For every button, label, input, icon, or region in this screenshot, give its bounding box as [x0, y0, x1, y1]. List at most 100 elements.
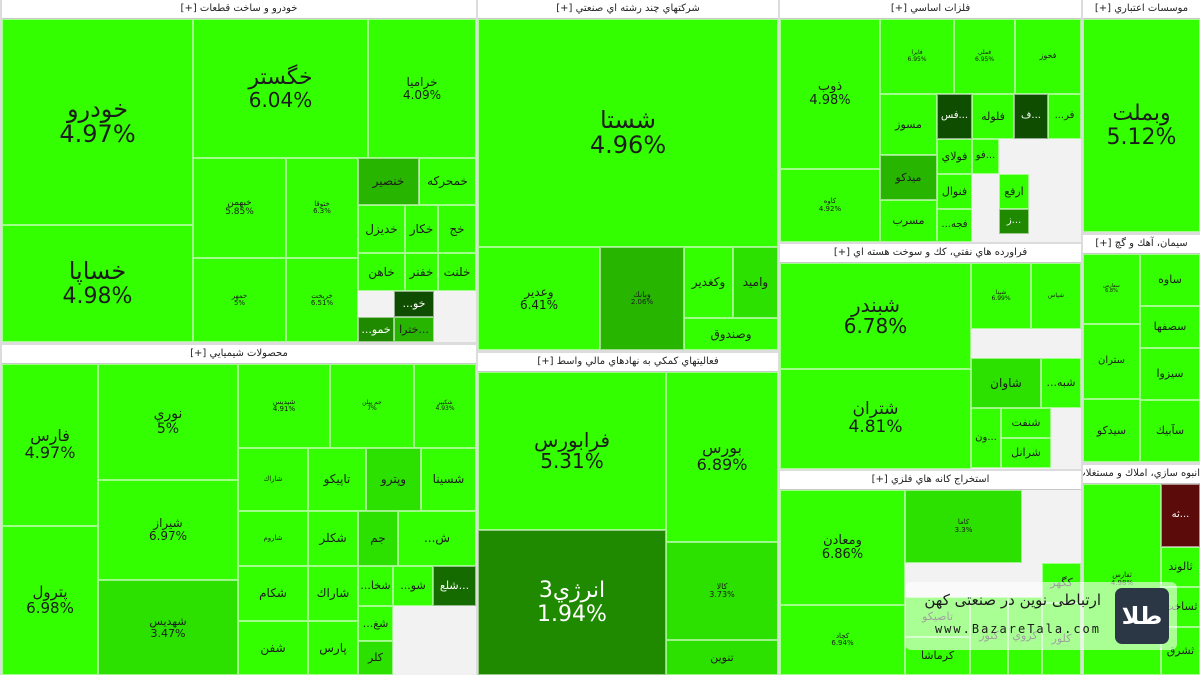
tile-chem[interactable]: پترول 6.98% — [2, 526, 98, 675]
tile-auto[interactable]: خبهمن 5.85% — [193, 158, 286, 258]
tile-chem[interactable]: ...شلع — [433, 566, 476, 606]
tile-metals[interactable]: ...ز — [999, 209, 1029, 234]
tile-auto[interactable]: خاهن — [358, 253, 405, 291]
tile-cement[interactable]: سفارس 6.8% — [1083, 254, 1140, 324]
sector-title[interactable]: محصولات شيميايي [+] — [2, 345, 476, 364]
tile-refine[interactable]: شاوان — [971, 358, 1041, 408]
tile-refine[interactable]: ...ون — [971, 408, 1001, 468]
tile-multi[interactable]: وصندوق — [684, 318, 778, 350]
tile-auto[interactable]: خساپا 4.98% — [2, 225, 193, 342]
tile-metals[interactable]: كاوه 4.92% — [780, 169, 880, 242]
tile-auto[interactable]: خريخت 6.51% — [286, 258, 358, 342]
tile-chem[interactable]: شپديس 4.91% — [238, 364, 330, 448]
sector-title[interactable]: فعاليتهاي كمكي به نهادهاي مالي واسط [+] — [478, 353, 778, 372]
tile-cement[interactable]: ساوه — [1140, 254, 1200, 306]
tile-metals[interactable]: فجه... — [937, 209, 972, 242]
tile-auto[interactable]: خمحركه — [419, 158, 476, 205]
tile-auto[interactable]: خمو... — [358, 317, 394, 342]
tile-metals[interactable]: مسرب — [880, 200, 937, 242]
tile-refine[interactable]: شپنا 6.99% — [971, 263, 1031, 329]
tile-cement[interactable]: سيدكو — [1083, 399, 1140, 462]
tile-finance[interactable]: كالا 3.73% — [666, 542, 778, 640]
tile-cement[interactable]: سصفها — [1140, 306, 1200, 348]
tile-cement[interactable]: سآبيك — [1140, 400, 1200, 462]
tile-refine[interactable]: شتران 4.81% — [780, 369, 971, 469]
tile-finance[interactable]: فرابورس 5.31% — [478, 372, 666, 530]
tile-auto[interactable]: خلنت — [438, 253, 476, 291]
tile-metals[interactable]: فلوله — [972, 94, 1014, 139]
sector-title[interactable]: خودرو و ساخت قطعات [+] — [2, 0, 476, 19]
sector-title[interactable]: موسسات اعتباري [+] — [1083, 0, 1200, 19]
tile-refine[interactable]: شبه... — [1041, 358, 1081, 408]
tile-metals[interactable]: ...فو — [972, 139, 999, 174]
sector-title[interactable]: استخراج كانه هاي فلزي [+] — [780, 471, 1081, 490]
tile-metals[interactable]: ...فس — [937, 94, 972, 139]
tile-chem[interactable]: وپترو — [366, 448, 421, 511]
tile-metals[interactable]: فملي 6.95% — [954, 19, 1015, 94]
tile-finance[interactable]: تنوين — [666, 640, 778, 675]
sector-title[interactable]: سيمان، آهك و گچ [+] — [1083, 235, 1200, 254]
sector-title[interactable]: فراورده هاي نفتي، كك و سوخت هسته اي [+] — [780, 244, 1081, 263]
tile-chem[interactable]: شسينا — [421, 448, 476, 511]
tile-metals[interactable]: ارفع — [999, 174, 1029, 209]
tile-multi[interactable]: شستا 4.96% — [478, 19, 778, 247]
tile-metals[interactable]: فخوز — [1015, 19, 1081, 94]
tile-chem[interactable]: شاراك — [238, 448, 308, 511]
tile-auto[interactable]: خنصير — [358, 158, 419, 205]
tile-metals[interactable]: مسوز — [880, 94, 937, 155]
tile-chem[interactable]: شخا... — [358, 566, 393, 606]
tile-finance[interactable]: بورس 6.89% — [666, 372, 778, 542]
tile-refine[interactable]: شپاس — [1031, 263, 1081, 329]
tile-credit[interactable]: وبملت 5.12% — [1083, 19, 1200, 232]
sector-title[interactable]: انبوه سازي، املاك و مستغلات [+] — [1083, 465, 1200, 484]
tile-chem[interactable]: جم — [358, 511, 398, 566]
tile-auto[interactable]: خمهر 5% — [193, 258, 286, 342]
tile-chem[interactable]: شكلر — [308, 511, 358, 566]
tile-auto[interactable]: خگستر 6.04% — [193, 19, 368, 158]
tile-mining[interactable]: ومعادن 6.86% — [780, 490, 905, 605]
tile-mining[interactable]: كاما 3.3% — [905, 490, 1022, 563]
tile-chem[interactable]: ش... — [398, 511, 476, 566]
tile-auto[interactable]: خودرو 4.97% — [2, 19, 193, 225]
tile-chem[interactable]: نوري 5% — [98, 364, 238, 480]
tile-auto[interactable]: خفنر — [405, 253, 438, 291]
tile-auto[interactable]: خديزل — [358, 205, 405, 253]
tile-realestate[interactable]: ...ثه — [1161, 484, 1200, 547]
sector-title[interactable]: فلزات اساسي [+] — [780, 0, 1081, 19]
tile-chem[interactable]: شو... — [393, 566, 433, 606]
tile-multi[interactable]: واميد — [733, 247, 778, 318]
tile-multi[interactable]: وبانك 2.06% — [600, 247, 684, 350]
tile-auto[interactable]: ...خترا — [394, 317, 434, 342]
tile-cement[interactable]: ستران — [1083, 324, 1140, 399]
tile-metals[interactable]: فولاي — [937, 139, 972, 174]
tile-metals[interactable]: فايرا 6.95% — [880, 19, 954, 94]
tile-chem[interactable]: شهديس 3.47% — [98, 580, 238, 675]
tile-cement[interactable]: سيزوا — [1140, 348, 1200, 400]
tile-metals[interactable]: ...ف — [1014, 94, 1048, 139]
tile-refine[interactable]: شنفت — [1001, 408, 1051, 438]
tile-realestate[interactable]: ثالوند — [1161, 547, 1200, 587]
tile-chem[interactable]: تاپيكو — [308, 448, 366, 511]
tile-auto[interactable]: خج — [438, 205, 476, 253]
sector-title[interactable]: شركتهاي چند رشته اي صنعتي [+] — [478, 0, 778, 19]
tile-chem[interactable]: شكام — [238, 566, 308, 621]
tile-metals[interactable]: فر... — [1048, 94, 1081, 139]
tile-refine[interactable]: شبندر 6.78% — [780, 263, 971, 369]
tile-multi[interactable]: وكغدير — [684, 247, 733, 318]
tile-chem[interactable]: كلر — [358, 641, 393, 675]
tile-auto[interactable]: خكار — [405, 205, 438, 253]
tile-auto[interactable]: خراميا 4.09% — [368, 19, 476, 158]
tile-auto[interactable]: ختوقا 6.3% — [286, 158, 358, 258]
tile-chem[interactable]: شفن — [238, 621, 308, 675]
tile-chem[interactable]: شيراز 6.97% — [98, 480, 238, 580]
tile-chem[interactable]: شاراك — [308, 566, 358, 621]
tile-metals[interactable]: فنوال — [937, 174, 972, 209]
tile-chem[interactable]: جم پيلن 7% — [330, 364, 414, 448]
tile-metals[interactable]: ذوب 4.98% — [780, 19, 880, 169]
tile-multi[interactable]: وعدير 6.41% — [478, 247, 600, 350]
tile-chem[interactable]: شكبير 4.93% — [414, 364, 476, 448]
tile-refine[interactable]: شرانل — [1001, 438, 1051, 468]
tile-finance[interactable]: انرژي3 1.94% — [478, 530, 666, 675]
tile-chem[interactable]: پارس — [308, 621, 358, 675]
tile-chem[interactable]: شغ... — [358, 606, 393, 641]
